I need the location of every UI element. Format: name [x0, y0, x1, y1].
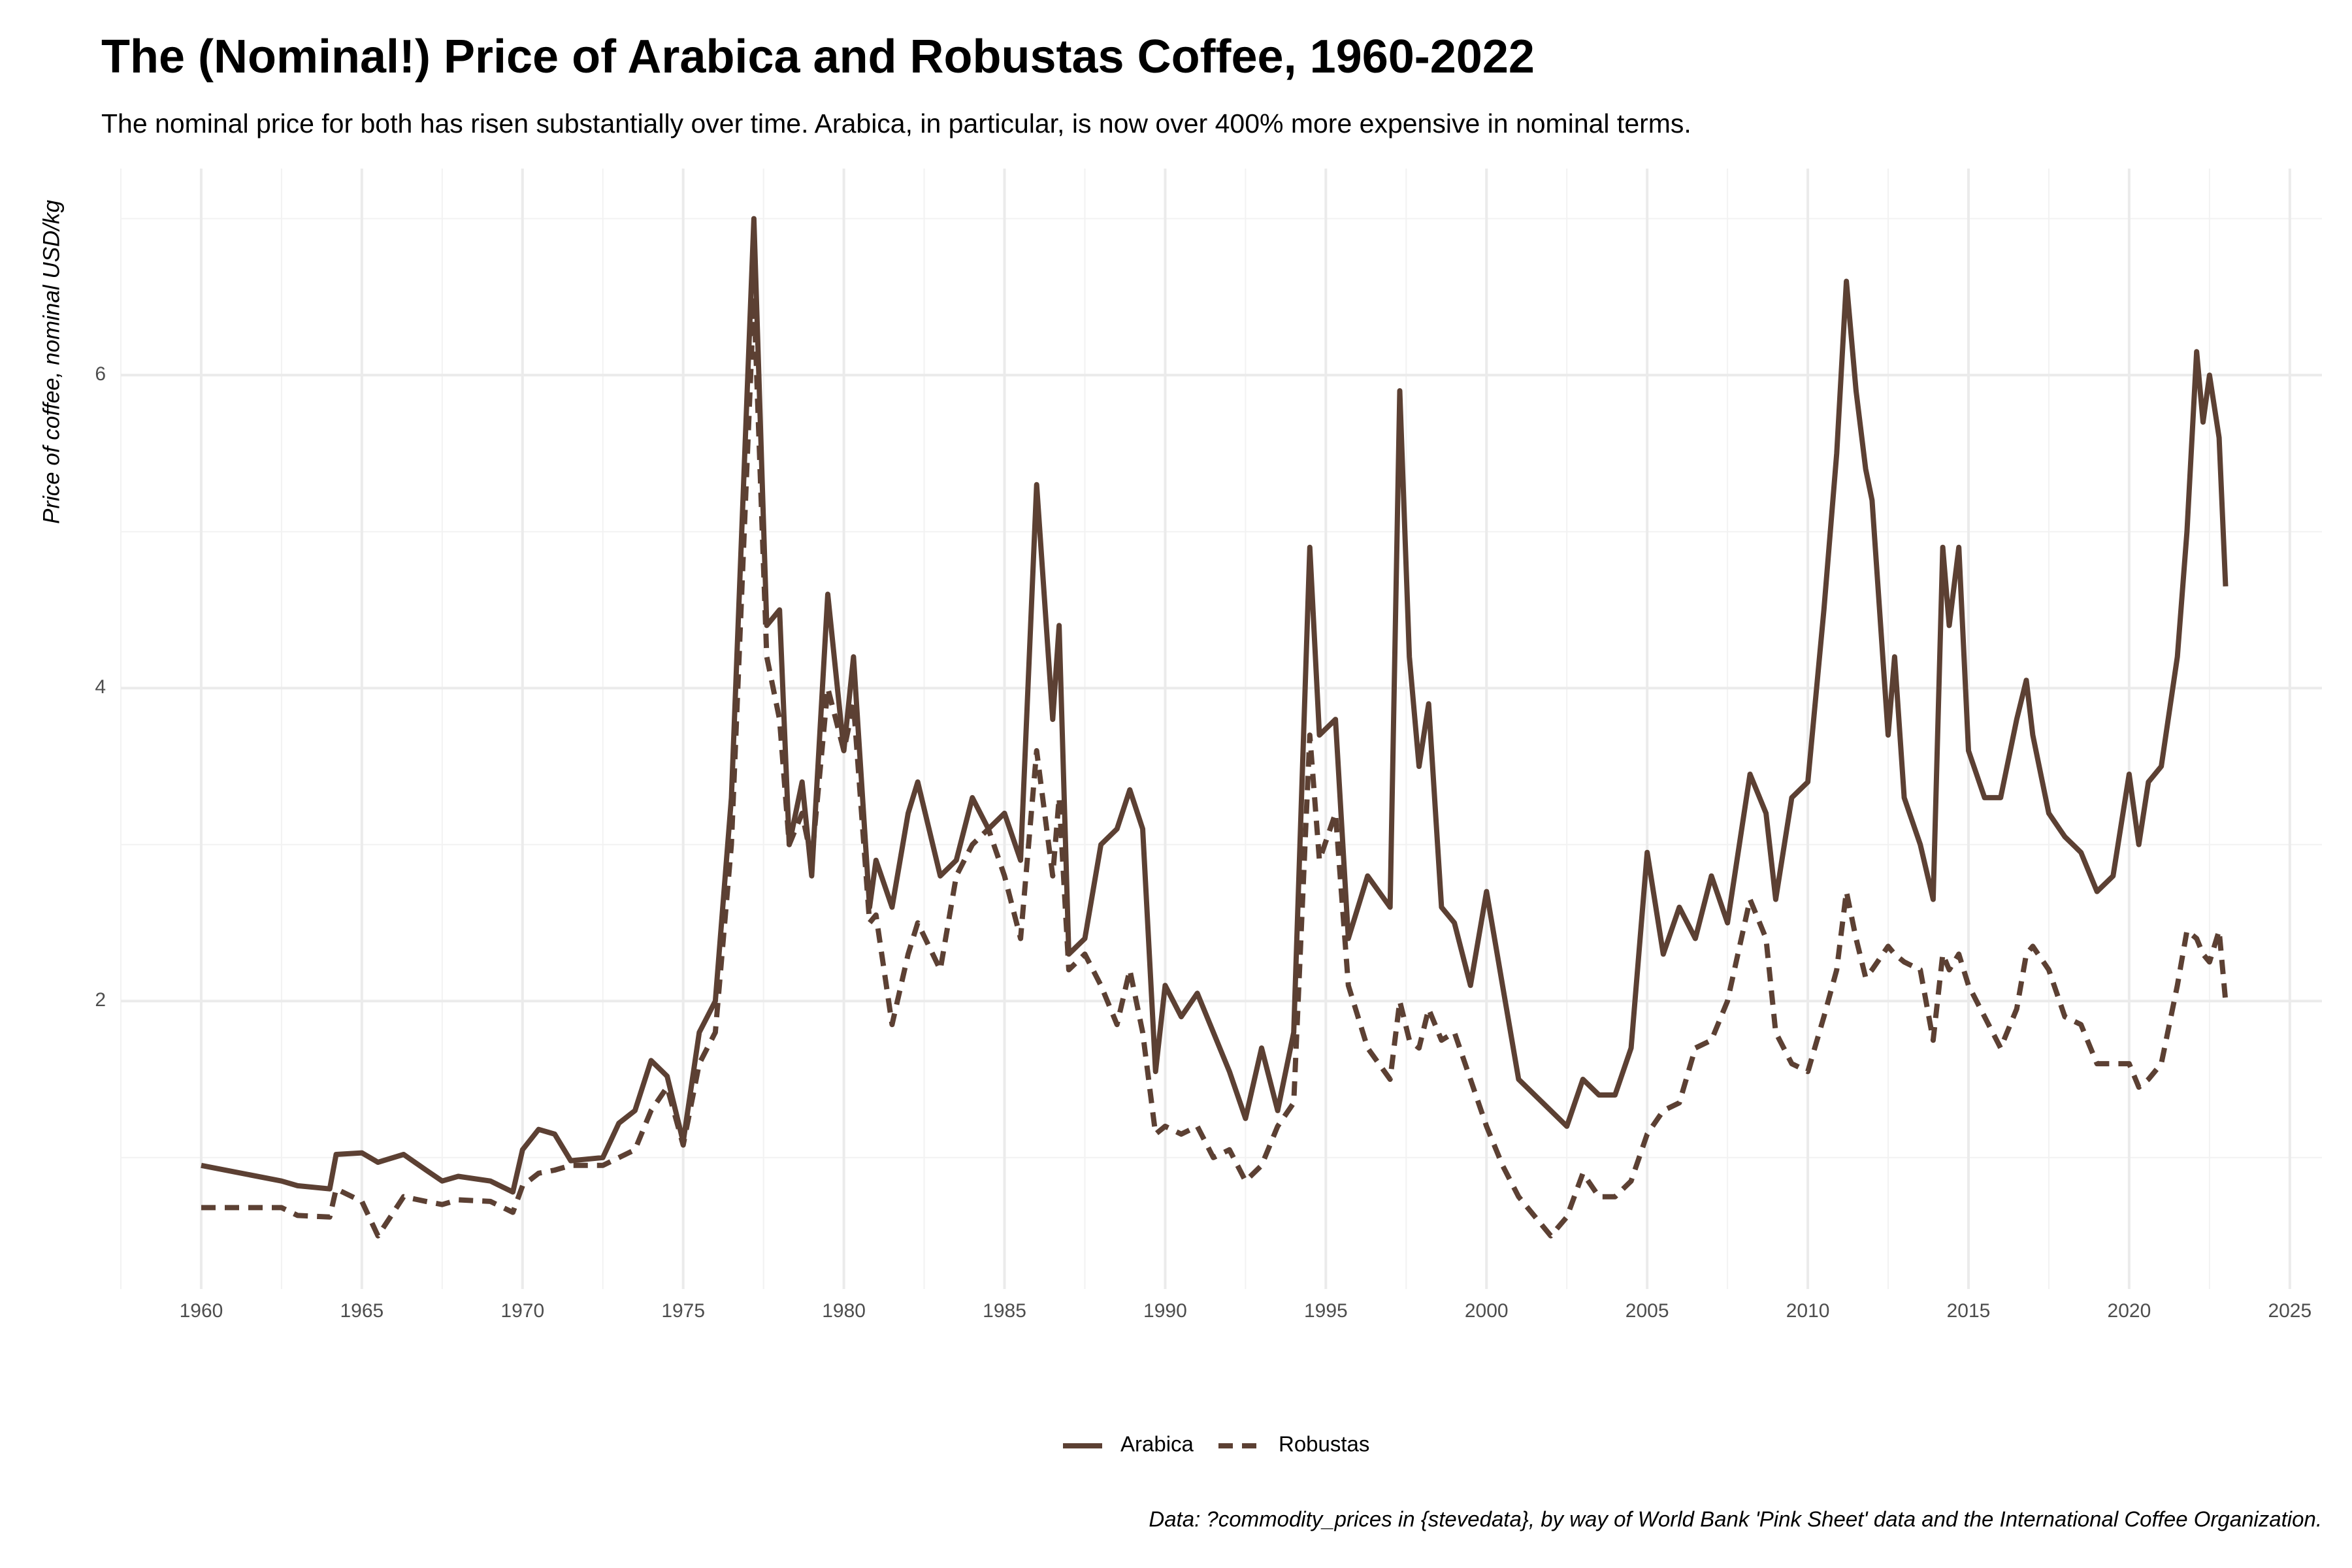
- grid: [120, 169, 2322, 1289]
- chart-title: The (Nominal!) Price of Arabica and Robu…: [101, 31, 1535, 83]
- x-tick-label: 1995: [1304, 1300, 1348, 1322]
- chart-subtitle: The nominal price for both has risen sub…: [101, 108, 1691, 139]
- x-tick-label: 1970: [500, 1300, 544, 1322]
- series-line: [201, 294, 2229, 1239]
- x-tick-label: 2015: [1947, 1300, 1991, 1322]
- x-tick-label: 2000: [1465, 1300, 1509, 1322]
- legend-label: Robustas: [1279, 1432, 1369, 1456]
- lines: [201, 216, 2229, 1239]
- y-tick-label: 6: [95, 363, 106, 385]
- x-tick-label: 1960: [180, 1300, 223, 1322]
- x-tick-label: 1975: [661, 1300, 705, 1322]
- y-axis-label: Price of coffee, nominal USD/kg: [39, 199, 64, 524]
- x-tick-label: 1985: [983, 1300, 1026, 1322]
- x-tick-label: 1980: [822, 1300, 866, 1322]
- x-tick-label: 2005: [1625, 1300, 1669, 1322]
- legend-label: Arabica: [1120, 1432, 1194, 1456]
- y-tick-label: 4: [95, 676, 106, 698]
- legend: Arabica Robustas: [1063, 1432, 1369, 1456]
- x-tick-label: 1990: [1143, 1300, 1187, 1322]
- x-tick-label: 1965: [340, 1300, 384, 1322]
- x-tick-label: 2020: [2108, 1300, 2151, 1322]
- x-tick-label: 2025: [2268, 1300, 2311, 1322]
- caption: Data: ?commodity_prices in {stevedata}, …: [1149, 1507, 2322, 1531]
- x-tick-label: 2010: [1786, 1300, 1830, 1322]
- y-tick-label: 2: [95, 989, 106, 1011]
